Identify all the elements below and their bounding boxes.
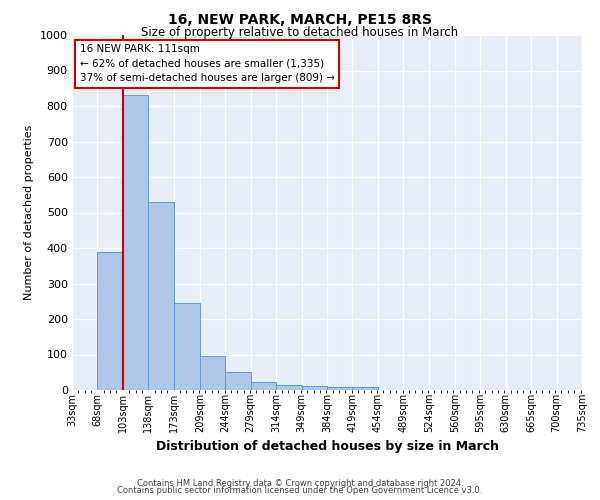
Bar [174,303,200,390]
Text: Contains public sector information licensed under the Open Government Licence v3: Contains public sector information licen… [118,486,482,495]
X-axis label: Distribution of detached houses by size in March: Distribution of detached houses by size … [155,440,499,454]
Bar [97,252,123,390]
Bar [225,372,251,390]
Bar [123,96,148,390]
Text: 16 NEW PARK: 111sqm
← 62% of detached houses are smaller (1,335)
37% of semi-det: 16 NEW PARK: 111sqm ← 62% of detached ho… [80,44,335,84]
Bar [352,387,378,390]
Bar [302,386,327,390]
Bar [327,387,352,390]
Text: Contains HM Land Registry data © Crown copyright and database right 2024.: Contains HM Land Registry data © Crown c… [137,478,463,488]
Bar [200,356,225,390]
Bar [276,384,302,390]
Text: Size of property relative to detached houses in March: Size of property relative to detached ho… [142,26,458,39]
Y-axis label: Number of detached properties: Number of detached properties [24,125,34,300]
Text: 16, NEW PARK, MARCH, PE15 8RS: 16, NEW PARK, MARCH, PE15 8RS [168,12,432,26]
Bar [148,202,174,390]
Bar [251,382,276,390]
